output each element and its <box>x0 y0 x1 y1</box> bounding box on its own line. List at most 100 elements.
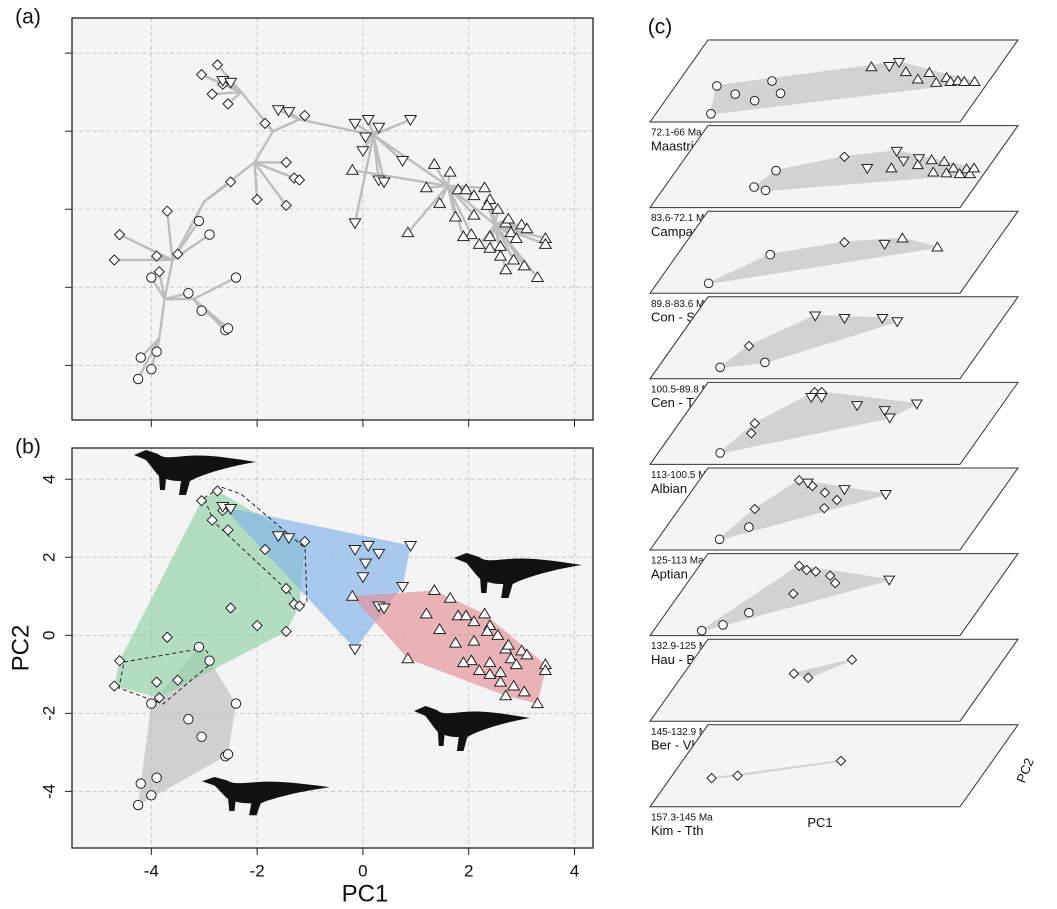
data-point <box>846 654 858 666</box>
data-point <box>472 663 486 675</box>
data-point <box>501 212 516 224</box>
data-point <box>839 237 850 248</box>
data-point <box>818 502 830 514</box>
data-point <box>730 89 740 99</box>
data-point <box>815 392 828 404</box>
panel-label: (b) <box>15 436 41 459</box>
tree-branch <box>163 259 174 300</box>
data-point <box>271 105 285 117</box>
data-point <box>456 656 471 668</box>
data-point <box>464 654 478 666</box>
slice-hull <box>711 760 842 779</box>
data-point <box>361 541 375 553</box>
plot-background <box>72 18 593 420</box>
slice-age: 113-100.5 Ma <box>651 470 712 481</box>
data-point <box>838 485 851 496</box>
data-point <box>358 132 373 144</box>
data-point <box>897 156 910 167</box>
data-point <box>282 107 296 119</box>
data-point <box>271 531 285 543</box>
data-point <box>204 229 215 240</box>
data-point <box>401 226 415 238</box>
data-point <box>195 68 208 81</box>
data-point <box>361 114 375 126</box>
data-point <box>251 193 263 206</box>
data-point <box>493 675 508 687</box>
data-point <box>377 603 391 615</box>
data-point <box>953 167 966 179</box>
data-point <box>395 582 410 594</box>
slice-age: 72.1-66 Ma <box>651 128 702 139</box>
tree-branch <box>372 134 449 187</box>
data-point <box>883 575 896 586</box>
data-point <box>883 62 896 73</box>
data-point <box>876 313 889 325</box>
data-point <box>230 272 242 283</box>
data-point <box>150 676 163 688</box>
data-point <box>538 237 553 249</box>
data-point <box>432 196 447 208</box>
data-point <box>443 165 457 177</box>
data-point <box>861 164 874 175</box>
data-point <box>348 544 362 556</box>
y-tick-label: -4 <box>39 784 58 799</box>
x-axis-title: PC1 <box>342 880 389 907</box>
data-point <box>293 174 306 186</box>
data-point <box>883 413 896 424</box>
data-point <box>703 278 714 289</box>
data-point <box>483 241 497 253</box>
data-point <box>222 98 234 110</box>
data-point <box>224 77 238 89</box>
data-point <box>280 156 292 169</box>
data-point <box>878 239 891 251</box>
data-point <box>760 185 771 196</box>
data-point <box>749 95 760 106</box>
data-point <box>211 59 224 71</box>
data-point <box>432 622 447 634</box>
data-point <box>150 250 163 262</box>
data-point <box>427 157 441 169</box>
data-point <box>222 524 234 536</box>
data-point <box>230 698 242 709</box>
data-point <box>829 577 841 589</box>
data-point <box>925 154 938 165</box>
data-point <box>427 583 441 595</box>
subset-outlines <box>118 486 308 705</box>
data-point <box>910 399 923 410</box>
data-point <box>480 624 494 636</box>
data-point <box>456 230 471 242</box>
data-point <box>760 357 770 368</box>
tree-branch <box>373 118 411 137</box>
data-point <box>477 181 492 193</box>
tree-branch <box>203 180 232 203</box>
data-point <box>161 205 173 217</box>
data-point <box>530 271 545 283</box>
data-point <box>483 230 497 242</box>
data-point <box>196 305 207 316</box>
data-point <box>929 76 943 87</box>
data-point <box>530 697 545 709</box>
time-plane <box>649 638 1019 722</box>
tree-branch <box>253 130 275 164</box>
data-point <box>491 202 505 214</box>
slice-age: 145-132.9 Ma <box>651 727 713 738</box>
x-tick-label: -2 <box>250 861 265 880</box>
data-point <box>480 198 494 210</box>
data-point <box>377 177 391 189</box>
data-point <box>280 199 292 212</box>
data-point <box>967 162 981 173</box>
data-point <box>775 88 786 99</box>
data-point <box>517 259 531 271</box>
data-point <box>824 570 836 582</box>
data-point <box>912 154 926 165</box>
data-point <box>788 668 800 679</box>
data-point <box>809 311 822 322</box>
data-point <box>801 564 812 576</box>
data-point <box>963 167 977 179</box>
data-point <box>161 631 173 643</box>
data-point <box>151 772 162 783</box>
data-point <box>172 248 184 260</box>
y-tick-label: 4 <box>39 474 58 483</box>
data-point <box>172 674 184 686</box>
